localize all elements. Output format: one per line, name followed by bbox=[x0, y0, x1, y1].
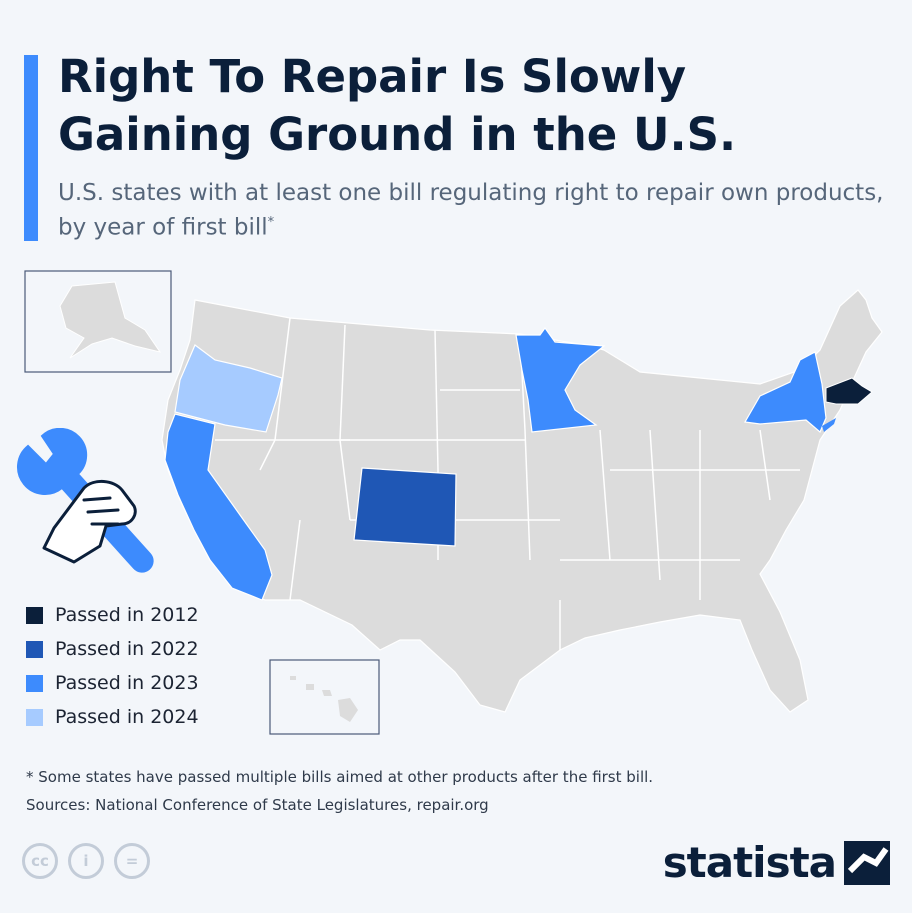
colorado-shape bbox=[353, 467, 457, 547]
state-oregon bbox=[174, 344, 283, 433]
alaska-frame bbox=[24, 270, 172, 373]
legend-swatch-2012 bbox=[26, 606, 43, 624]
cc-icon[interactable]: cc bbox=[22, 843, 58, 879]
state-colorado bbox=[353, 467, 457, 547]
legend-swatch-2022 bbox=[26, 640, 43, 658]
attribution-icon[interactable]: i bbox=[68, 843, 104, 879]
hawaii-frame bbox=[269, 659, 380, 735]
no-derivatives-icon[interactable]: = bbox=[114, 843, 150, 879]
hawaii-shape bbox=[290, 676, 358, 722]
legend-item-2022: Passed in 2022 bbox=[26, 632, 199, 666]
alaska-shape bbox=[59, 281, 162, 359]
legend-label: Passed in 2022 bbox=[55, 638, 199, 660]
title-accent-bar bbox=[24, 55, 38, 241]
statista-mark-icon bbox=[844, 840, 890, 885]
new-york-shape bbox=[744, 351, 827, 433]
long-island-shape bbox=[822, 418, 836, 432]
legend-label: Passed in 2024 bbox=[55, 706, 199, 728]
state-new-york bbox=[744, 351, 836, 433]
state-minnesota bbox=[515, 326, 606, 433]
wrench-hand-icon bbox=[17, 428, 154, 573]
state-massachusetts bbox=[825, 377, 873, 405]
legend-item-2024: Passed in 2024 bbox=[26, 700, 199, 734]
subtitle-footnote-marker: * bbox=[267, 215, 275, 230]
subtitle-text: U.S. states with at least one bill regul… bbox=[58, 180, 884, 241]
brand-name: statista bbox=[662, 838, 837, 887]
massachusetts-shape bbox=[825, 377, 873, 405]
us-map bbox=[24, 270, 883, 735]
california-shape bbox=[164, 413, 273, 601]
inset-hawaii bbox=[269, 659, 380, 735]
legend-label: Passed in 2012 bbox=[55, 604, 199, 626]
source-link[interactable]: Sources: National Conference of State Le… bbox=[26, 796, 489, 814]
legend-item-2023: Passed in 2023 bbox=[26, 666, 199, 700]
legend-swatch-2024 bbox=[26, 708, 43, 726]
minnesota-shape bbox=[515, 326, 606, 433]
page-subtitle: U.S. states with at least one bill regul… bbox=[58, 178, 888, 243]
oregon-shape bbox=[174, 344, 283, 433]
page-title: Right To Repair Is Slowly Gaining Ground… bbox=[58, 50, 737, 161]
state-california bbox=[164, 413, 273, 601]
legend: Passed in 2012 Passed in 2022 Passed in … bbox=[26, 598, 199, 734]
statista-logo[interactable]: statista bbox=[663, 838, 890, 887]
legend-label: Passed in 2023 bbox=[55, 672, 199, 694]
legend-swatch-2023 bbox=[26, 674, 43, 692]
license-icons: cc i = bbox=[22, 843, 150, 879]
legend-item-2012: Passed in 2012 bbox=[26, 598, 199, 632]
inset-alaska bbox=[24, 270, 172, 373]
footnote: * Some states have passed multiple bills… bbox=[26, 768, 654, 786]
contiguous-us bbox=[161, 289, 883, 713]
